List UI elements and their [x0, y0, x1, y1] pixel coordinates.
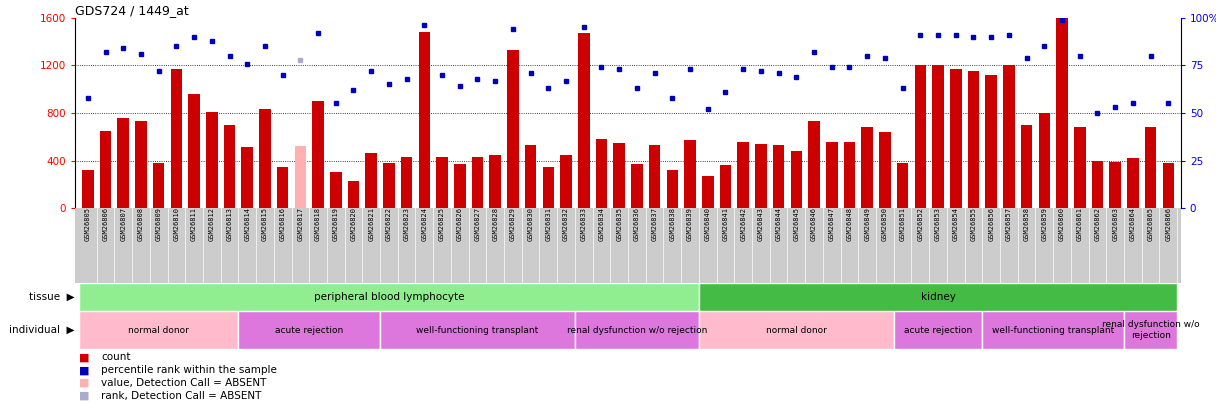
Bar: [242, 147, 253, 208]
Bar: [418, 32, 430, 208]
Bar: [685, 141, 696, 208]
Text: kidney: kidney: [921, 292, 956, 302]
Bar: [596, 139, 607, 208]
Bar: [844, 142, 855, 208]
Bar: [170, 69, 182, 208]
Bar: [401, 157, 412, 208]
Bar: [897, 163, 908, 208]
Bar: [153, 163, 164, 208]
Bar: [790, 151, 803, 208]
Bar: [1124, 311, 1177, 349]
Bar: [1057, 18, 1068, 208]
Bar: [649, 145, 660, 208]
Text: peripheral blood lymphocyte: peripheral blood lymphocyte: [314, 292, 465, 302]
Text: ■: ■: [79, 391, 90, 401]
Bar: [631, 164, 643, 208]
Text: percentile rank within the sample: percentile rank within the sample: [101, 365, 277, 375]
Bar: [490, 155, 501, 208]
Text: ■: ■: [79, 365, 90, 375]
Bar: [894, 311, 983, 349]
Bar: [983, 311, 1124, 349]
Bar: [968, 71, 979, 208]
Bar: [294, 146, 306, 208]
Bar: [330, 173, 342, 208]
Bar: [1162, 163, 1175, 208]
Bar: [1021, 125, 1032, 208]
Text: acute rejection: acute rejection: [903, 326, 972, 335]
Bar: [1127, 158, 1138, 208]
Bar: [313, 101, 323, 208]
Bar: [575, 311, 699, 349]
Bar: [1038, 113, 1051, 208]
Text: renal dysfunction w/o
rejection: renal dysfunction w/o rejection: [1102, 320, 1199, 340]
Bar: [381, 311, 575, 349]
Bar: [1145, 127, 1156, 208]
Bar: [809, 122, 820, 208]
Bar: [985, 75, 997, 208]
Bar: [613, 143, 625, 208]
Text: count: count: [101, 352, 130, 362]
Bar: [79, 283, 699, 311]
Bar: [699, 283, 1177, 311]
Bar: [79, 311, 238, 349]
Bar: [666, 170, 679, 208]
Text: ■: ■: [79, 378, 90, 388]
Text: well-functioning transplant: well-functioning transplant: [992, 326, 1114, 335]
Text: GDS724 / 1449_at: GDS724 / 1449_at: [75, 4, 190, 17]
Bar: [1074, 127, 1086, 208]
Bar: [826, 142, 838, 208]
Bar: [507, 50, 519, 208]
Bar: [383, 163, 395, 208]
Bar: [879, 132, 890, 208]
Bar: [81, 170, 94, 208]
Bar: [100, 131, 111, 208]
Bar: [542, 166, 554, 208]
Bar: [578, 33, 590, 208]
Bar: [933, 66, 944, 208]
Text: normal donor: normal donor: [128, 326, 188, 335]
Text: individual  ▶: individual ▶: [9, 325, 74, 335]
Bar: [188, 94, 199, 208]
Text: rank, Detection Call = ABSENT: rank, Detection Call = ABSENT: [101, 391, 261, 401]
Bar: [1003, 66, 1014, 208]
Text: tissue  ▶: tissue ▶: [28, 292, 74, 302]
Bar: [1092, 161, 1103, 208]
Bar: [561, 155, 572, 208]
Bar: [861, 127, 873, 208]
Text: well-functioning transplant: well-functioning transplant: [416, 326, 539, 335]
Bar: [224, 125, 235, 208]
Bar: [1109, 162, 1121, 208]
Bar: [773, 145, 784, 208]
Bar: [720, 165, 731, 208]
Text: value, Detection Call = ABSENT: value, Detection Call = ABSENT: [101, 378, 266, 388]
Bar: [525, 145, 536, 208]
Bar: [702, 176, 714, 208]
Bar: [118, 118, 129, 208]
Bar: [135, 122, 147, 208]
Bar: [238, 311, 381, 349]
Text: ■: ■: [79, 352, 90, 362]
Bar: [437, 157, 447, 208]
Bar: [914, 66, 927, 208]
Bar: [454, 164, 466, 208]
Text: renal dysfunction w/o rejection: renal dysfunction w/o rejection: [567, 326, 708, 335]
Bar: [366, 153, 377, 208]
Text: acute rejection: acute rejection: [275, 326, 343, 335]
Bar: [950, 69, 962, 208]
Bar: [472, 157, 483, 208]
Bar: [206, 112, 218, 208]
Bar: [277, 166, 288, 208]
Bar: [259, 109, 271, 208]
Text: normal donor: normal donor: [766, 326, 827, 335]
Bar: [755, 144, 766, 208]
Bar: [348, 181, 359, 208]
Bar: [737, 142, 749, 208]
Bar: [699, 311, 894, 349]
